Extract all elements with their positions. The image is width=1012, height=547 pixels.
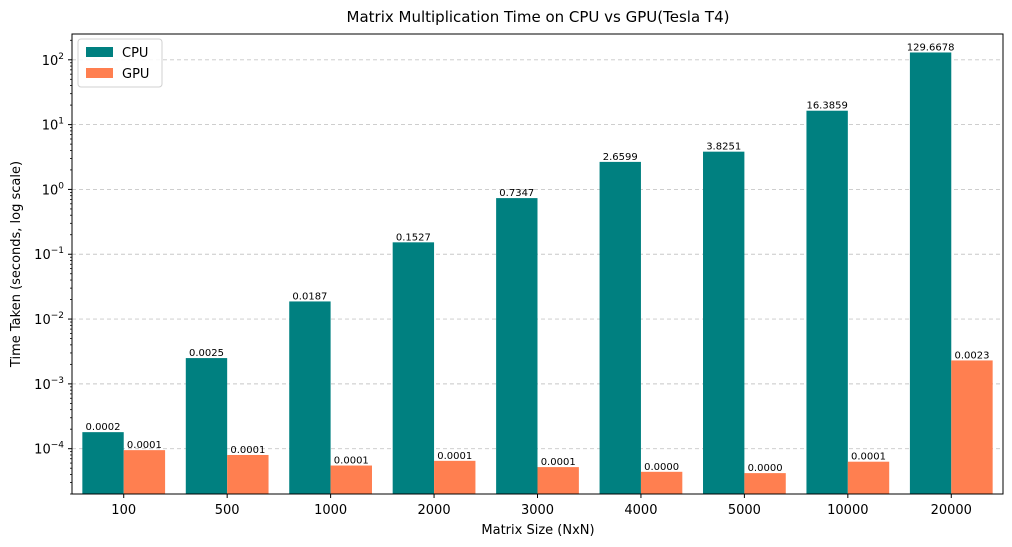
- y-tick-label: 10−1: [34, 246, 64, 263]
- chart-title: Matrix Multiplication Time on CPU vs GPU…: [347, 8, 730, 26]
- x-tick-label: 500: [215, 503, 240, 518]
- y-tick-label-exponent: 2: [58, 52, 64, 62]
- gpu-bar-label: 0.0000: [748, 463, 783, 474]
- x-tick-label: 10000: [827, 503, 868, 518]
- cpu-bar-label: 16.3859: [806, 101, 847, 112]
- y-tick-label: 10−3: [34, 376, 64, 393]
- cpu-bar-label: 3.8251: [706, 142, 741, 153]
- gpu-bar-label: 0.0001: [334, 456, 369, 467]
- y-tick-label-base: 10: [42, 54, 59, 69]
- y-tick-label-base: 10: [34, 313, 51, 328]
- gpu-bar: [951, 360, 993, 494]
- gpu-bar-label: 0.0001: [437, 451, 472, 462]
- legend-swatch-cpu: [86, 47, 113, 57]
- y-tick-label: 100: [42, 181, 65, 198]
- gpu-bar: [744, 473, 786, 494]
- y-tick-label-base: 10: [42, 119, 59, 134]
- cpu-bar: [496, 198, 538, 494]
- cpu-bar-label: 0.0002: [86, 422, 121, 433]
- cpu-bar-label: 0.7347: [499, 188, 534, 199]
- x-axis-title: Matrix Size (NxN): [481, 523, 594, 538]
- y-tick-label-base: 10: [34, 443, 51, 458]
- y-axis-title: Time Taken (seconds, log scale): [9, 161, 24, 368]
- x-tick-label: 2000: [418, 503, 451, 518]
- gpu-bar-label: 0.0001: [127, 440, 162, 451]
- cpu-bar: [703, 151, 745, 494]
- y-tick-label-exponent: 0: [58, 181, 64, 191]
- legend-label-gpu: GPU: [122, 67, 149, 82]
- y-tick-label-base: 10: [42, 183, 59, 198]
- cpu-bar-label: 0.1527: [396, 232, 431, 243]
- x-tick-label: 4000: [624, 503, 657, 518]
- y-tick-label-exponent: −3: [51, 376, 64, 386]
- cpu-bar-label: 0.0025: [189, 348, 224, 359]
- gpu-bar-label: 0.0001: [851, 452, 886, 463]
- gpu-bar: [434, 460, 476, 494]
- x-tick-label: 100: [111, 503, 136, 518]
- gpu-bar: [537, 467, 579, 494]
- y-tick-label: 10−2: [34, 311, 64, 328]
- y-tick-label-base: 10: [34, 248, 51, 263]
- gpu-bar: [123, 450, 166, 494]
- gpu-bar: [847, 461, 890, 494]
- cpu-bar: [909, 52, 952, 494]
- x-tick-label: 20000: [931, 503, 972, 518]
- x-tick-label: 1000: [314, 503, 347, 518]
- gpu-bar-label: 0.0001: [230, 445, 265, 456]
- gpu-bar: [227, 454, 269, 494]
- cpu-bar: [806, 110, 848, 494]
- y-tick-label-base: 10: [34, 378, 51, 393]
- y-tick-label-exponent: −1: [51, 246, 64, 256]
- gpu-bar: [330, 465, 372, 494]
- x-tick-label: 3000: [521, 503, 554, 518]
- legend-swatch-gpu: [86, 68, 113, 78]
- gpu-bar-label: 0.0000: [644, 462, 679, 473]
- y-tick-label: 101: [42, 117, 64, 134]
- cpu-bar: [82, 432, 124, 494]
- x-tick-label: 5000: [728, 503, 761, 518]
- legend: CPU GPU: [77, 38, 163, 88]
- bars: [82, 52, 993, 494]
- bar-value-labels: 0.0002 0.0001 0.0025 0.0001 0.0187 0.0001 0.15…: [86, 42, 990, 474]
- y-tick-label: 102: [42, 52, 64, 69]
- x-axis: 100 500 1000 2000 3000 4000 5000 10000 20000: [111, 494, 972, 518]
- cpu-bar-label: 0.0187: [292, 291, 327, 302]
- cpu-bar: [289, 301, 331, 494]
- gpu-bar-label: 0.0023: [954, 350, 989, 361]
- gpu-bar: [640, 471, 683, 494]
- cpu-bar: [392, 242, 435, 494]
- y-tick-label-exponent: 1: [58, 117, 64, 127]
- cpu-bar-label: 129.6678: [907, 42, 955, 53]
- y-tick-label-exponent: −2: [51, 311, 64, 321]
- cpu-bar: [185, 358, 228, 494]
- cpu-bar-label: 2.6599: [603, 152, 638, 163]
- y-tick-label-exponent: −4: [51, 441, 65, 451]
- y-tick-label: 10−4: [34, 441, 64, 458]
- gpu-bar-label: 0.0001: [541, 457, 576, 468]
- legend-label-cpu: CPU: [122, 46, 148, 61]
- cpu-bar: [599, 161, 641, 494]
